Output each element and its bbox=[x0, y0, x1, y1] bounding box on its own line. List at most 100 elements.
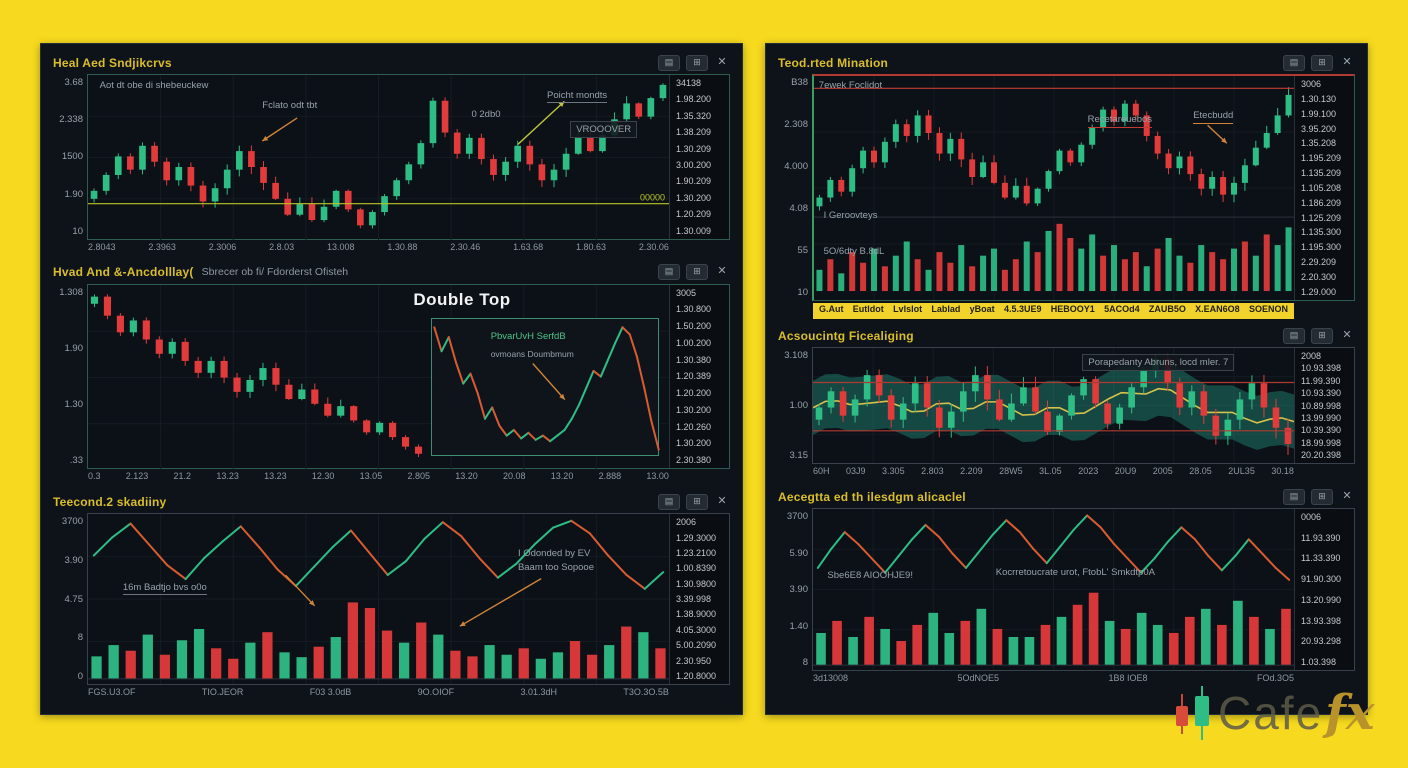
plot-frame: Double Top PbvarUvH SerfdB ovmoans Doumbmu… bbox=[87, 283, 730, 470]
window-controls: ▤ ⊞ ✕ bbox=[1283, 488, 1355, 505]
close-icon[interactable]: ✕ bbox=[717, 55, 727, 68]
y-axis-label: 3700 bbox=[61, 516, 83, 528]
y-axis[interactable]: 3.108 1.00 3.15 bbox=[778, 347, 812, 464]
x-axis-label: 2.888 bbox=[598, 471, 622, 482]
price-scale-value: 10.93.398 bbox=[1301, 363, 1342, 374]
layout-grid-button[interactable]: ⊞ bbox=[686, 493, 708, 510]
price-scale[interactable]: 0006 11.93.390 11.33.390 91.90.300 13.20.990… bbox=[1294, 509, 1354, 670]
minimize-button[interactable]: ▤ bbox=[1283, 327, 1305, 344]
chart-canvas[interactable]: 00000 Aot dt obe di shebeuckew Fclato odt … bbox=[88, 75, 669, 240]
y-axis-label: B38 bbox=[791, 77, 808, 88]
price-scale[interactable]: 3006 1.30.130 1.99.100 3.95.200 1.35.208 1.19… bbox=[1294, 76, 1354, 300]
price-scale-value: 91.90.300 bbox=[1301, 574, 1342, 585]
price-scale-value: 1.23.2100 bbox=[676, 548, 717, 559]
x-axis[interactable]: FGS.U3.OF TIO.JEOR F03 3.0dB 9O.OIOF 3.01.3d… bbox=[88, 687, 669, 701]
chart-annotation: 7ewek Foclidot bbox=[818, 80, 883, 92]
y-axis[interactable]: 3.68 2.338 1500 1.90 10 bbox=[53, 74, 87, 240]
minimize-button[interactable]: ▤ bbox=[1283, 54, 1305, 71]
x-axis-label: 0.3 bbox=[88, 471, 101, 482]
x-axis-label: 2005 bbox=[1152, 466, 1173, 476]
layout-grid-button[interactable]: ⊞ bbox=[686, 264, 708, 281]
minimize-button[interactable]: ▤ bbox=[658, 54, 680, 71]
y-axis-label: 1.40 bbox=[789, 620, 809, 632]
close-icon[interactable]: ✕ bbox=[1342, 328, 1352, 341]
chart-canvas[interactable]: 16m Badtjo bvs o0o I Odonded by EV Baam to… bbox=[88, 514, 669, 685]
price-scale[interactable]: 2008 10.93.398 11.99.390 10.93.390 10.89.998… bbox=[1294, 348, 1354, 463]
price-scale-value: 1.20.200 bbox=[676, 388, 712, 399]
price-scale-value: 1.29.000 bbox=[1301, 286, 1337, 297]
price-scale-value: 0006 bbox=[1301, 512, 1322, 522]
price-scale[interactable]: 34138 1.98.200 1.35.320 1.38.209 1.30.209 3.0… bbox=[669, 75, 729, 239]
chart-svg bbox=[814, 76, 1294, 300]
price-scale[interactable]: 3005 1.30.800 1.50.200 1.00.200 1.30.380 1.20… bbox=[669, 284, 729, 469]
price-scale[interactable]: 2006 1.29.3000 1.23.2100 1.00.8390 1.30.9800… bbox=[669, 514, 729, 684]
x-axis[interactable]: 2.8043 2.3963 2.3006 2.8.03 13.008 1.30.88 2.3… bbox=[88, 242, 669, 256]
y-axis-label: 1.90 bbox=[64, 342, 84, 354]
price-scale-value: 18.99.998 bbox=[1301, 437, 1342, 448]
x-axis-label: 60H bbox=[813, 466, 830, 476]
chart-annotation: PbvarUvH SerfdB bbox=[490, 330, 566, 342]
x-axis-label: Lablad bbox=[931, 304, 961, 314]
y-axis-label: 5.90 bbox=[789, 547, 809, 559]
chart-canvas[interactable]: 7ewek Foclidot Recetareuebos Etecbudd I Ger… bbox=[814, 76, 1294, 300]
chart-window-bollinger-band: Acsoucintg Ficealiging ▤ ⊞ ✕ 3.108 1.00 3.… bbox=[778, 326, 1355, 480]
y-axis[interactable]: B38 2.308 4.000 4.08 55 10 bbox=[778, 74, 812, 301]
x-axis[interactable]: 0.3 2.123 21.2 13.23 13.23 12.30 13.05 2.805 13.… bbox=[88, 471, 669, 485]
price-scale-value: 1.90.209 bbox=[676, 176, 712, 187]
close-icon[interactable]: ✕ bbox=[717, 494, 727, 507]
chart-annotation: Porapedanty Abruns, locd mler. 7 bbox=[1082, 353, 1235, 371]
x-axis-label: G.Aut bbox=[819, 304, 844, 314]
x-axis[interactable]: G.Aut Eutldot Lvlslot Lablad yBoat 4.5.3UE9 HE… bbox=[813, 303, 1294, 319]
price-scale-value: 3.00.200 bbox=[676, 160, 712, 171]
price-scale-value: 1.30.200 bbox=[676, 404, 712, 415]
price-scale-value: 1.50.200 bbox=[676, 321, 712, 332]
chart-window-trend-formation: Teod.rted Mination ▤ ⊞ ✕ B38 2.308 4.000 4.… bbox=[778, 53, 1355, 319]
chart-window-header: Hvad And &-Ancdolllay( Sbrecer ob fi/ Fd… bbox=[53, 263, 730, 282]
y-axis[interactable]: 3700 5.90 3.90 1.40 8 bbox=[778, 508, 812, 671]
y-axis-label: .33 bbox=[69, 455, 83, 467]
price-scale-value: 1.20.209 bbox=[676, 209, 712, 220]
chart-annotation: Poicht mondts bbox=[546, 89, 608, 103]
chart-annotation: Sbe6E8 AIOOHJE9! bbox=[827, 570, 913, 582]
chart-title: Acsoucintg Ficealiging bbox=[778, 328, 914, 343]
minimize-button[interactable]: ▤ bbox=[658, 264, 680, 281]
layout-grid-button[interactable]: ⊞ bbox=[1311, 488, 1333, 505]
x-axis-label: 2.30.46 bbox=[450, 241, 481, 252]
x-axis-label: HEBOOY1 bbox=[1050, 304, 1095, 314]
chart-annotation: Etecbudd bbox=[1193, 110, 1234, 124]
x-axis-label: 28W5 bbox=[999, 466, 1023, 476]
x-axis-label: FOd.3O5 bbox=[1256, 673, 1294, 683]
chart-row: B38 2.308 4.000 4.08 55 10 7ewek Foclidot Rece… bbox=[778, 74, 1355, 301]
price-scale-value: 13.93.398 bbox=[1301, 615, 1342, 626]
close-icon[interactable]: ✕ bbox=[1342, 489, 1352, 502]
layout-grid-button[interactable]: ⊞ bbox=[1311, 327, 1333, 344]
layout-grid-button[interactable]: ⊞ bbox=[1311, 54, 1333, 71]
price-scale-value: 11.99.390 bbox=[1301, 375, 1341, 386]
x-axis-label: 3L.05 bbox=[1039, 466, 1062, 476]
chart-annotation: Fclato odt tbt bbox=[262, 99, 318, 111]
chart-canvas[interactable]: Double Top PbvarUvH SerfdB ovmoans Doumbmu… bbox=[88, 284, 669, 470]
x-axis-label: 13.20 bbox=[455, 471, 478, 482]
chart-canvas[interactable]: Porapedanty Abruns, locd mler. 7 bbox=[813, 348, 1294, 463]
chart-window-oscillator: Aecegtta ed th ilesdgm alicaclel ▤ ⊞ ✕ 3… bbox=[778, 487, 1355, 687]
y-axis[interactable]: 3700 3.90 4.75 8 0 bbox=[53, 513, 87, 685]
close-icon[interactable]: ✕ bbox=[717, 265, 727, 278]
window-controls: ▤ ⊞ ✕ bbox=[1283, 54, 1355, 71]
layout-grid-button[interactable]: ⊞ bbox=[686, 54, 708, 71]
x-axis-label: 13.23 bbox=[264, 471, 287, 482]
minimize-button[interactable]: ▤ bbox=[658, 493, 680, 510]
chart-window-header: Heal Aed Sndjikcrvs ▤ ⊞ ✕ bbox=[53, 53, 730, 72]
svg-text:00000: 00000 bbox=[640, 193, 665, 203]
price-scale-value: 1.99.100 bbox=[1301, 108, 1337, 119]
x-axis[interactable]: 3d13008 5OdNOE5 1B8 IOE8 FOd.3O5 bbox=[813, 673, 1294, 687]
minimize-button[interactable]: ▤ bbox=[1283, 488, 1305, 505]
close-icon[interactable]: ✕ bbox=[1342, 55, 1352, 68]
y-axis[interactable]: 1.308 1.90 1.30 .33 bbox=[53, 284, 87, 470]
chart-canvas[interactable]: Sbe6E8 AIOOHJE9! Kocrretoucrate urot, Fto… bbox=[813, 509, 1294, 670]
x-axis-label: 2023 bbox=[1078, 466, 1099, 476]
x-axis[interactable]: 60H 03J9 3.305 2.803 2.209 28W5 3L.05 2023 20U9 2… bbox=[813, 466, 1294, 480]
y-axis-label: 3.90 bbox=[64, 554, 84, 566]
x-axis-label: 28.05 bbox=[1189, 466, 1212, 476]
x-axis-label: 5ACOd4 bbox=[1104, 304, 1140, 314]
chart-row: 3700 3.90 4.75 8 0 16m Badtjo bvs o0o I Odond… bbox=[53, 513, 730, 685]
